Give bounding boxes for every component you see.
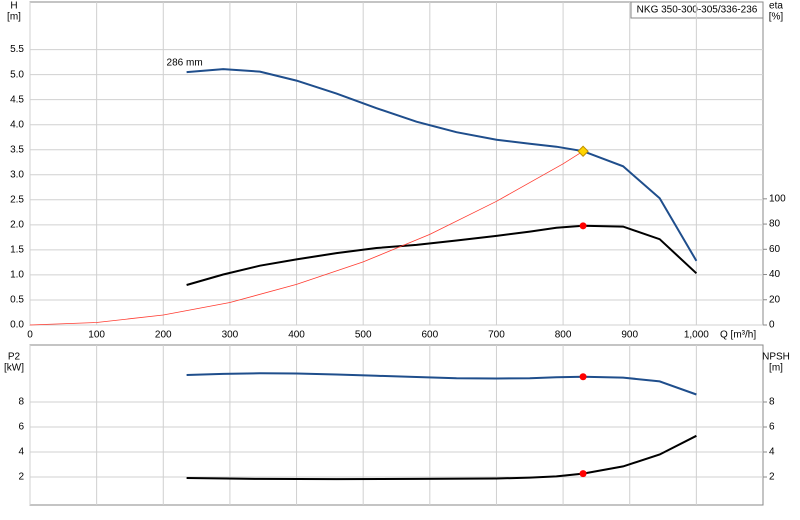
curve (186, 224, 698, 286)
x-tick-label: 0 (27, 330, 33, 341)
legend-box (630, 1, 764, 19)
y-axis-label: [kW] (4, 363, 24, 374)
x-tick-label: 200 (155, 330, 172, 341)
y2-tick-label: 20 (769, 294, 781, 305)
y2-tick-label: 6 (769, 422, 775, 433)
operating-point (579, 470, 587, 478)
y2-axis-label: eta (769, 1, 783, 12)
y-axis-label: H (10, 1, 17, 12)
y2-tick-label: 60 (769, 244, 781, 255)
annotation: 286 mm (167, 58, 203, 69)
y2-tick-label: 8 (769, 397, 775, 408)
plot-area (29, 1, 764, 326)
y-tick-label: 5.0 (10, 69, 24, 80)
legend-text: NKG 350-300-305/336-236 (637, 5, 758, 16)
y-tick-label: 4.5 (10, 94, 24, 105)
x-tick-label: 300 (222, 330, 239, 341)
x-tick-label: 900 (621, 330, 638, 341)
x-tick-label: 700 (488, 330, 505, 341)
y-axis-label: P2 (8, 352, 21, 363)
y-tick-label: 4.0 (10, 119, 24, 130)
curve (186, 372, 697, 396)
curve (186, 68, 698, 262)
y-tick-label: 5.5 (10, 44, 24, 55)
y-tick-label: 3.5 (10, 144, 24, 155)
x-tick-label: 100 (88, 330, 105, 341)
y2-axis-label: [m] (769, 363, 783, 374)
x-tick-label: 1,000 (684, 330, 709, 341)
y-tick-label: 0.0 (10, 320, 24, 331)
y2-tick-label: 40 (769, 269, 781, 280)
operating-point (577, 145, 589, 157)
y2-tick-label: 0 (769, 320, 775, 331)
y-tick-label: 0.5 (10, 295, 24, 306)
x-tick-label: 800 (555, 330, 572, 341)
y-tick-label: 4 (18, 447, 24, 458)
curve (29, 150, 584, 326)
y-axis-label: [m] (7, 12, 21, 23)
plot-area (29, 344, 764, 506)
y2-axis-label: NPSH (762, 352, 790, 363)
y-tick-label: 1.0 (10, 270, 24, 281)
y-tick-label: 6 (18, 422, 24, 433)
y2-tick-label: 100 (769, 193, 786, 204)
x-axis-label: Q [m³/h] (720, 330, 756, 341)
y-tick-label: 2.0 (10, 219, 24, 230)
x-tick-label: 600 (421, 330, 438, 341)
y-tick-label: 2.5 (10, 194, 24, 205)
x-tick-label: 500 (355, 330, 372, 341)
y2-tick-label: 4 (769, 447, 775, 458)
y2-tick-label: 80 (769, 219, 781, 230)
y2-tick-label: 2 (769, 472, 775, 483)
curve (186, 434, 697, 481)
y-tick-label: 8 (18, 397, 24, 408)
x-tick-label: 400 (288, 330, 305, 341)
y-tick-label: 1.5 (10, 245, 24, 256)
y-tick-label: 3.0 (10, 169, 24, 180)
operating-point (579, 373, 587, 381)
operating-point (579, 222, 587, 230)
y2-axis-label: [%] (769, 12, 784, 23)
y-tick-label: 2 (18, 472, 24, 483)
